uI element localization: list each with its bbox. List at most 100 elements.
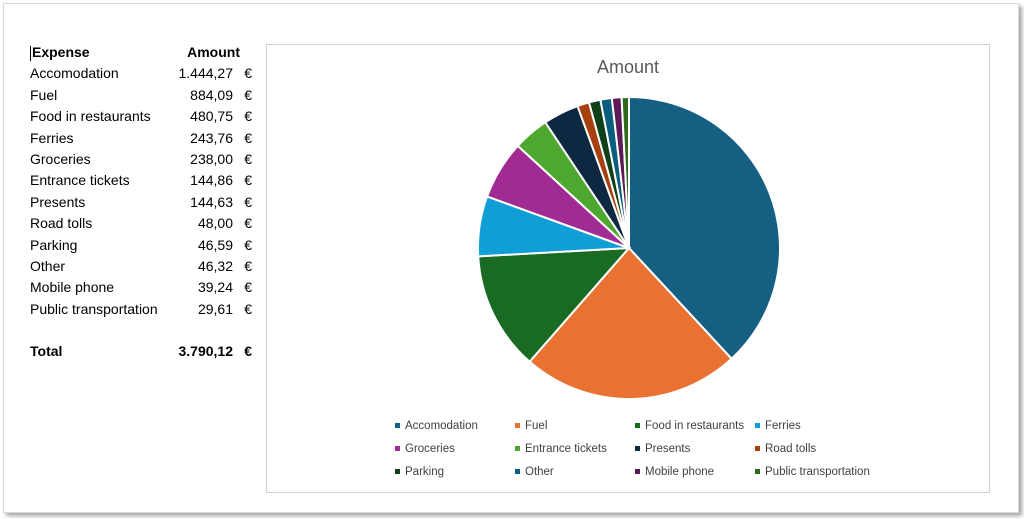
legend-label: Fuel bbox=[525, 419, 548, 432]
legend-label: Road tolls bbox=[765, 442, 817, 455]
currency-cell: € bbox=[244, 236, 252, 253]
legend-swatch bbox=[395, 469, 400, 474]
currency-cell: € bbox=[244, 193, 252, 210]
legend-label: Presents bbox=[645, 442, 691, 455]
legend-swatch bbox=[635, 423, 640, 428]
table-row: Ferries 243,76 € bbox=[30, 128, 252, 149]
legend-swatch bbox=[395, 423, 400, 428]
legend-entry[interactable]: Parking bbox=[395, 463, 515, 480]
table-row: Presents 144,63 € bbox=[30, 192, 252, 213]
legend-swatch bbox=[515, 469, 520, 474]
currency-cell: € bbox=[244, 279, 252, 296]
table-row: Groceries 238,00 € bbox=[30, 149, 252, 170]
table-row: Mobile phone 39,24 € bbox=[30, 277, 252, 298]
total-label[interactable]: Total bbox=[30, 343, 63, 360]
legend-entry[interactable]: Groceries bbox=[395, 440, 515, 457]
legend-swatch bbox=[755, 469, 760, 474]
expense-cell[interactable]: Other bbox=[30, 257, 66, 274]
expense-cell[interactable]: Groceries bbox=[30, 150, 91, 167]
legend-label: Other bbox=[525, 465, 554, 478]
currency-cell: € bbox=[244, 86, 252, 103]
expense-table: Expense Amount Accomodation 1.444,27 € Fuel… bbox=[30, 42, 252, 363]
expense-cell[interactable]: Fuel bbox=[30, 86, 58, 103]
expense-cell[interactable]: Ferries bbox=[30, 129, 74, 146]
legend-entry[interactable]: Food in restaurants bbox=[635, 417, 755, 434]
amount-cell[interactable]: 46,59 bbox=[197, 236, 233, 253]
chart-legend[interactable]: Accomodation Fuel Food in restaurants Ferri… bbox=[395, 417, 885, 480]
amount-cell[interactable]: 1.444,27 bbox=[178, 65, 234, 82]
currency-cell: € bbox=[244, 300, 252, 317]
table-row: Fuel 884,09 € bbox=[30, 85, 252, 106]
legend-label: Mobile phone bbox=[645, 465, 715, 478]
legend-label: Accomodation bbox=[405, 419, 478, 432]
amount-cell[interactable]: 39,24 bbox=[197, 279, 233, 296]
expense-cell[interactable]: Presents bbox=[30, 193, 86, 210]
table-row: Accomodation 1.444,27 € bbox=[30, 63, 252, 84]
legend-swatch bbox=[515, 423, 520, 428]
expense-cell[interactable]: Parking bbox=[30, 236, 78, 253]
table-row: Food in restaurants 480,75 € bbox=[30, 106, 252, 127]
amount-cell[interactable]: 884,09 bbox=[190, 86, 233, 103]
currency-cell: € bbox=[244, 108, 252, 125]
legend-swatch bbox=[755, 423, 760, 428]
legend-label: Food in restaurants bbox=[645, 419, 745, 432]
legend-entry[interactable]: Mobile phone bbox=[635, 463, 755, 480]
pie-slice[interactable] bbox=[620, 95, 630, 249]
expense-cell[interactable]: Road tolls bbox=[30, 215, 93, 232]
pie-slice[interactable] bbox=[628, 95, 781, 361]
legend-entry[interactable]: Entrance tickets bbox=[515, 440, 635, 457]
expense-cell[interactable]: Entrance tickets bbox=[30, 172, 130, 189]
header-expense[interactable]: Expense bbox=[30, 44, 90, 61]
amount-cell[interactable]: 48,00 bbox=[197, 215, 233, 232]
currency-cell: € bbox=[244, 215, 252, 232]
amount-cell[interactable]: 144,86 bbox=[190, 172, 233, 189]
legend-entry[interactable]: Presents bbox=[635, 440, 755, 457]
window-frame: Expense Amount Accomodation 1.444,27 € Fuel… bbox=[3, 3, 1019, 513]
currency-cell: € bbox=[244, 150, 252, 167]
chart-title[interactable]: Amount bbox=[596, 57, 660, 77]
table-row: Other 46,32 € bbox=[30, 256, 252, 277]
legend-entry[interactable]: Ferries bbox=[755, 417, 875, 434]
table-row: Parking 46,59 € bbox=[30, 235, 252, 256]
currency-cell: € bbox=[244, 129, 252, 146]
pie-slice[interactable] bbox=[528, 246, 734, 400]
table-row: Road tolls 48,00 € bbox=[30, 213, 252, 234]
pie-chart[interactable]: Amount Accomodation Fuel Food in restauran… bbox=[266, 44, 990, 493]
expense-cell[interactable]: Public transportation bbox=[30, 300, 158, 317]
currency-cell: € bbox=[244, 172, 252, 189]
legend-entry[interactable]: Fuel bbox=[515, 417, 635, 434]
table-header: Expense Amount bbox=[30, 42, 252, 63]
total-amount[interactable]: 3.790,12 bbox=[178, 343, 234, 360]
total-row: Total 3.790,12 € bbox=[30, 341, 252, 362]
legend-swatch bbox=[515, 446, 520, 451]
legend-entry[interactable]: Road tolls bbox=[755, 440, 875, 457]
pie-slice[interactable] bbox=[477, 246, 632, 364]
amount-cell[interactable]: 243,76 bbox=[190, 129, 233, 146]
table-row: Public transportation 29,61 € bbox=[30, 299, 252, 320]
amount-cell[interactable]: 480,75 bbox=[190, 108, 233, 125]
total-currency: € bbox=[244, 343, 252, 360]
legend-entry[interactable]: Public transportation bbox=[755, 463, 875, 480]
table-row: Entrance tickets 144,86 € bbox=[30, 170, 252, 191]
legend-swatch bbox=[635, 469, 640, 474]
expense-cell[interactable]: Mobile phone bbox=[30, 279, 115, 296]
amount-cell[interactable]: 29,61 bbox=[197, 300, 233, 317]
legend-entry[interactable]: Accomodation bbox=[395, 417, 515, 434]
expense-cell[interactable]: Accomodation bbox=[30, 65, 119, 82]
expense-cell[interactable]: Food in restaurants bbox=[30, 108, 151, 125]
amount-cell[interactable]: 144,63 bbox=[190, 193, 233, 210]
legend-swatch bbox=[755, 446, 760, 451]
legend-label: Entrance tickets bbox=[525, 442, 607, 455]
currency-cell: € bbox=[244, 65, 252, 82]
legend-label: Public transportation bbox=[765, 465, 870, 478]
currency-cell: € bbox=[244, 257, 252, 274]
legend-label: Groceries bbox=[405, 442, 455, 455]
legend-entry[interactable]: Other bbox=[515, 463, 635, 480]
amount-cell[interactable]: 46,32 bbox=[197, 257, 233, 274]
amount-cell[interactable]: 238,00 bbox=[190, 150, 233, 167]
legend-label: Ferries bbox=[765, 419, 801, 432]
header-amount[interactable]: Amount bbox=[187, 44, 240, 60]
legend-swatch bbox=[395, 446, 400, 451]
legend-swatch bbox=[635, 446, 640, 451]
pie-svg bbox=[477, 95, 781, 400]
